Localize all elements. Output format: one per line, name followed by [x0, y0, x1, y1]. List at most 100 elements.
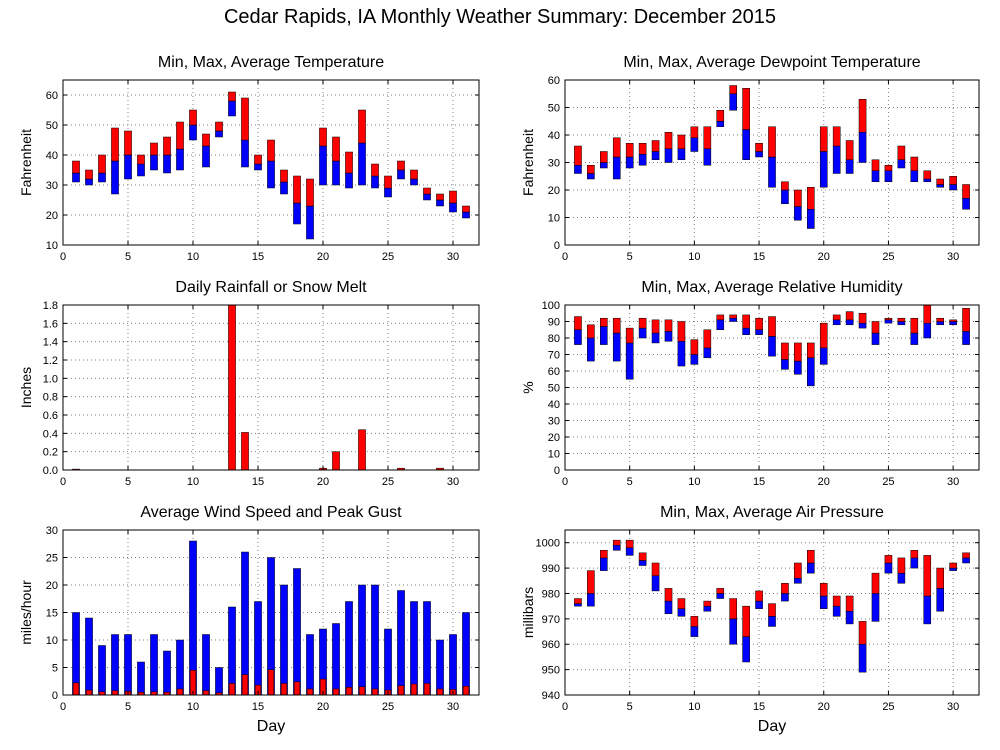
bar-min-to-avg	[729, 618, 737, 645]
bar-min-to-avg	[871, 332, 880, 345]
bar-min-to-avg	[910, 557, 919, 569]
panel-title: Min, Max, Average Relative Humidity	[641, 279, 902, 296]
x-tick-label: 0	[562, 251, 568, 263]
bar-avg-to-max	[819, 126, 828, 152]
y-tick-label: 30	[548, 158, 560, 170]
bar-peak-gust	[371, 584, 379, 696]
bar-avg-to-max	[703, 126, 712, 149]
bar-peak-gust	[449, 634, 457, 696]
bar-min-to-avg	[587, 593, 595, 607]
y-tick-label: 10	[548, 213, 560, 225]
bar-avg-to-max	[781, 583, 789, 594]
bar-min-to-avg	[962, 557, 970, 564]
bar-peak-gust	[280, 584, 288, 696]
plot-frame	[62, 79, 480, 246]
panel-title: Average Wind Speed and Peak Gust	[140, 504, 402, 521]
bar-avg-to-max	[910, 156, 919, 171]
figure-title: Cedar Rapids, IA Monthly Weather Summary…	[223, 6, 777, 28]
y-tick-label: 80	[548, 333, 560, 345]
bar-peak-gust	[124, 634, 132, 696]
bar-min-to-avg	[858, 643, 867, 673]
bar-avg-to-max	[807, 342, 815, 359]
bar-min-to-avg	[755, 329, 763, 335]
bar-min-to-avg	[703, 347, 712, 359]
bar-min-to-avg	[936, 321, 944, 326]
bar-min-to-avg	[858, 132, 867, 163]
bar-peak-gust	[254, 601, 262, 696]
bar-min-to-avg	[189, 124, 197, 141]
x-tick-label: 20	[818, 251, 830, 263]
bar-avg-to-max	[98, 154, 106, 174]
y-tick-label: 940	[542, 690, 560, 702]
bar-avg-to-max	[716, 588, 725, 594]
bar-rainfall	[332, 451, 340, 471]
bar-min-to-avg	[612, 332, 621, 362]
bar-avg-to-max	[332, 136, 340, 162]
x-tick-label: 15	[252, 251, 264, 263]
panel-title: Min, Max, Average Temperature	[158, 54, 384, 71]
bar-avg-to-max	[345, 151, 353, 174]
bar-avg-to-max	[600, 550, 608, 559]
y-tick-label: 20	[548, 432, 560, 444]
bar-average-wind-speed	[332, 688, 340, 696]
x-tick-label: 30	[947, 701, 959, 713]
bar-avg-to-max	[651, 562, 660, 576]
bar-peak-gust	[202, 634, 210, 696]
bar-average-wind-speed	[267, 669, 275, 696]
bar-min-to-avg	[345, 172, 353, 189]
x-tick-label: 5	[627, 251, 633, 263]
bar-avg-to-max	[677, 134, 686, 149]
bar-average-wind-speed	[371, 688, 379, 696]
bar-average-wind-speed	[397, 685, 405, 696]
bar-min-to-avg	[280, 181, 288, 195]
bar-min-to-avg	[625, 547, 634, 556]
y-axis-label: Fahrenheit	[520, 129, 536, 196]
x-tick-label: 5	[125, 476, 131, 488]
bar-peak-gust	[163, 650, 171, 696]
bar-peak-gust	[85, 617, 93, 696]
bar-avg-to-max	[832, 314, 841, 321]
bar-min-to-avg	[923, 595, 932, 625]
bar-min-to-avg	[638, 560, 647, 566]
bar-min-to-avg	[651, 575, 660, 592]
y-tick-label: 1.0	[43, 373, 58, 385]
bar-avg-to-max	[819, 583, 828, 597]
bar-min-to-avg	[897, 159, 906, 169]
y-tick-label: 10	[46, 240, 58, 252]
bar-avg-to-max	[574, 598, 582, 604]
bar-min-to-avg	[600, 162, 608, 169]
x-tick-label: 20	[818, 476, 830, 488]
bar-min-to-avg	[449, 202, 457, 213]
bar-avg-to-max	[625, 539, 634, 549]
bar-min-to-avg	[884, 562, 893, 574]
bar-min-to-avg	[923, 178, 932, 182]
bar-min-to-avg	[612, 544, 621, 551]
bar-min-to-avg	[587, 173, 595, 180]
bar-min-to-avg	[651, 151, 660, 160]
bar-min-to-avg	[936, 184, 944, 188]
bar-min-to-avg	[111, 160, 119, 195]
y-tick-label: 950	[542, 665, 560, 677]
bar-min-to-avg	[600, 557, 608, 571]
bar-avg-to-max	[254, 154, 262, 165]
bar-avg-to-max	[293, 175, 301, 204]
bar-avg-to-max	[267, 139, 275, 162]
bar-avg-to-max	[574, 145, 582, 166]
bar-avg-to-max	[436, 193, 444, 201]
bar-min-to-avg	[397, 169, 405, 180]
bar-avg-to-max	[410, 169, 418, 180]
bar-min-to-avg	[664, 600, 673, 615]
bar-rainfall	[241, 432, 249, 471]
bar-min-to-avg	[819, 595, 828, 609]
bar-avg-to-max	[664, 132, 673, 149]
y-tick-label: 40	[548, 130, 560, 142]
bar-min-to-avg	[807, 357, 815, 387]
x-tick-label: 25	[382, 701, 394, 713]
bar-min-to-avg	[794, 206, 802, 221]
y-tick-label: 25	[46, 553, 58, 565]
bar-peak-gust	[358, 584, 366, 696]
bar-avg-to-max	[163, 136, 171, 156]
x-tick-label: 25	[882, 476, 894, 488]
y-axis-label: %	[520, 381, 536, 393]
